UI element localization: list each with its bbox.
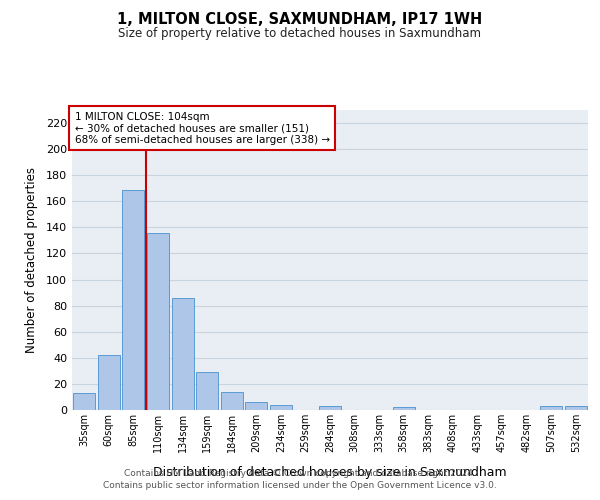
Bar	[73, 393, 95, 410]
Y-axis label: Number of detached properties: Number of detached properties	[25, 167, 38, 353]
Bar	[221, 392, 243, 410]
Bar	[196, 372, 218, 410]
Bar	[172, 298, 194, 410]
Bar	[565, 406, 587, 410]
Text: Contains public sector information licensed under the Open Government Licence v3: Contains public sector information licen…	[103, 481, 497, 490]
Text: Size of property relative to detached houses in Saxmundham: Size of property relative to detached ho…	[119, 28, 482, 40]
Bar	[147, 232, 169, 410]
Bar	[270, 405, 292, 410]
Bar	[540, 406, 562, 410]
Text: Contains HM Land Registry data © Crown copyright and database right 2024.: Contains HM Land Registry data © Crown c…	[124, 468, 476, 477]
X-axis label: Distribution of detached houses by size in Saxmundham: Distribution of detached houses by size …	[153, 466, 507, 479]
Text: 1, MILTON CLOSE, SAXMUNDHAM, IP17 1WH: 1, MILTON CLOSE, SAXMUNDHAM, IP17 1WH	[118, 12, 482, 28]
Text: 1 MILTON CLOSE: 104sqm
← 30% of detached houses are smaller (151)
68% of semi-de: 1 MILTON CLOSE: 104sqm ← 30% of detached…	[74, 112, 330, 144]
Bar	[122, 190, 145, 410]
Bar	[392, 408, 415, 410]
Bar	[319, 406, 341, 410]
Bar	[98, 355, 120, 410]
Bar	[245, 402, 268, 410]
